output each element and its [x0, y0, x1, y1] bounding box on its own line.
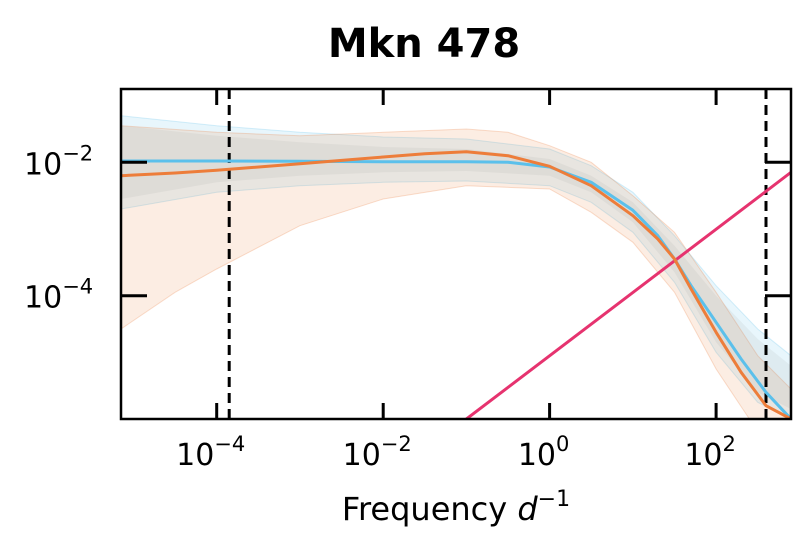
- y-tick-label: 10−2: [24, 141, 93, 182]
- band-overlap: [121, 125, 791, 409]
- noise-line-line: [464, 170, 791, 419]
- y-tick-label: 10−4: [24, 275, 93, 316]
- tick-labels: 10−4 10−2 100 102 10−2 10−4: [24, 141, 736, 473]
- x-tick-label: 10−2: [343, 432, 412, 473]
- plot-frame: [119, 87, 793, 421]
- chart-title: Mkn 478: [328, 21, 520, 67]
- model-blue-band: [121, 115, 791, 419]
- plot-area: [121, 89, 791, 419]
- model-orange-band: [121, 125, 791, 419]
- x-axis-label: Frequency d−1: [342, 487, 570, 528]
- x-tick-label: 100: [518, 432, 570, 473]
- x-tick-label: 102: [684, 432, 736, 473]
- x-tick-label: 10−4: [176, 432, 245, 473]
- model-orange-line: [121, 150, 791, 419]
- ticks: [121, 89, 791, 419]
